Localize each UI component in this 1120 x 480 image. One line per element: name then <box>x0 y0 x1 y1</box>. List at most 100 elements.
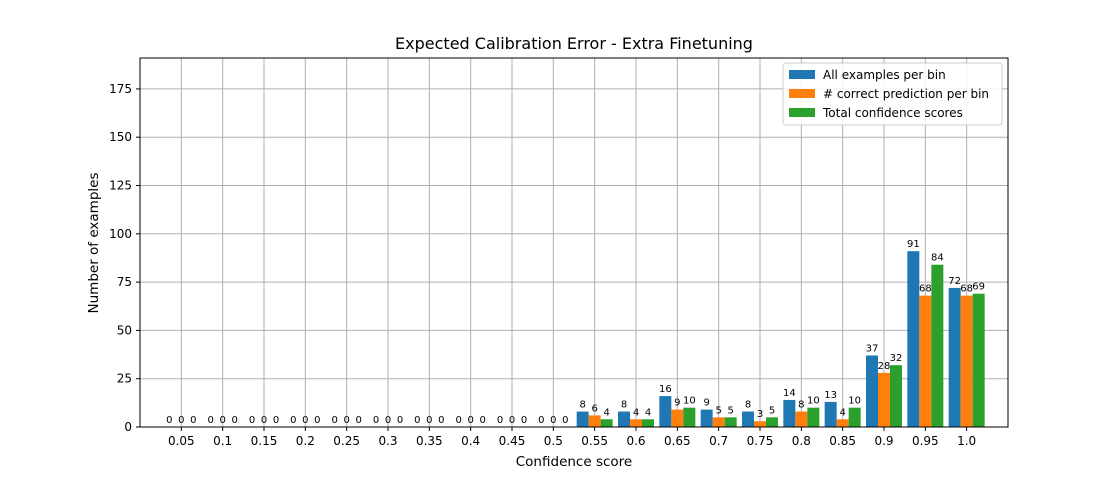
bar-value-label: 0 <box>414 415 420 426</box>
bar <box>931 264 944 427</box>
bar <box>659 396 672 427</box>
x-tick-label: 0.85 <box>829 434 856 448</box>
bar-value-label: 0 <box>207 415 213 426</box>
bar-value-label: 8 <box>621 400 627 411</box>
bar-value-label: 9 <box>674 398 680 409</box>
bar <box>642 419 654 427</box>
bar-value-label: 0 <box>249 415 255 426</box>
bar <box>795 411 808 427</box>
x-tick-label: 1.0 <box>957 434 976 448</box>
bar-value-label: 0 <box>219 415 225 426</box>
bar-value-label: 0 <box>521 415 527 426</box>
bar-value-label: 16 <box>659 384 672 395</box>
bar-value-label: 0 <box>497 415 503 426</box>
bar-value-label: 0 <box>302 415 308 426</box>
grid <box>140 58 1008 428</box>
bar-value-label: 0 <box>261 415 267 426</box>
bar-value-label: 3 <box>757 409 763 420</box>
bar-value-label: 4 <box>839 407 845 418</box>
x-tick-label: 0.95 <box>912 434 939 448</box>
bar <box>848 407 861 427</box>
y-axis-label: Number of examples <box>86 173 102 314</box>
bar-value-label: 6 <box>591 403 597 414</box>
bar-value-label: 69 <box>972 282 985 293</box>
bar-value-label: 4 <box>645 407 651 418</box>
bar-value-label: 0 <box>562 415 568 426</box>
x-tick-label: 0.45 <box>499 434 526 448</box>
bar <box>766 417 778 427</box>
bar-value-label: 0 <box>538 415 544 426</box>
x-tick-label: 0.25 <box>333 434 360 448</box>
bar <box>836 419 849 427</box>
bar-value-label: 0 <box>438 415 444 426</box>
legend-swatch <box>789 108 815 117</box>
bar <box>742 411 754 427</box>
legend: All examples per bin # correct prediction… <box>782 62 1003 126</box>
x-tick-label: 0.2 <box>296 434 315 448</box>
bar-value-label: 91 <box>907 239 920 250</box>
plot-frame <box>139 57 1009 428</box>
bar <box>866 355 878 427</box>
legend-swatch <box>789 70 815 79</box>
bar-value-label: 0 <box>455 415 461 426</box>
bar-value-label: 14 <box>783 388 796 399</box>
bars <box>576 251 985 427</box>
bar-value-label: 0 <box>397 415 403 426</box>
bar-value-label: 68 <box>960 284 973 295</box>
bar-value-label: 0 <box>178 415 184 426</box>
bar-value-label: 0 <box>355 415 361 426</box>
bar <box>683 407 696 427</box>
x-tick-label: 0.8 <box>792 434 811 448</box>
bar-value-label: 0 <box>467 415 473 426</box>
bar-value-label: 84 <box>931 253 944 264</box>
x-tick-label: 0.6 <box>626 434 645 448</box>
x-tick-label: 0.9 <box>874 434 893 448</box>
bar-value-label: 0 <box>426 415 432 426</box>
bar-value-label: 13 <box>824 390 837 401</box>
x-tick-label: 0.4 <box>461 434 480 448</box>
bar <box>671 409 684 427</box>
bar <box>600 419 613 427</box>
x-tick-label: 0.1 <box>213 434 232 448</box>
bar-value-label: 0 <box>314 415 320 426</box>
y-tick-label: 175 <box>109 82 132 96</box>
legend-label: All examples per bin <box>823 68 946 82</box>
bar <box>890 365 902 427</box>
bar <box>576 411 589 427</box>
legend-label: # correct prediction per bin <box>823 87 989 101</box>
x-tick-label: 0.15 <box>251 434 278 448</box>
bar-value-label: 0 <box>479 415 485 426</box>
x-tick-label: 0.75 <box>747 434 774 448</box>
x-tick-label: 0.35 <box>416 434 443 448</box>
bar <box>960 295 973 427</box>
x-tick-label: 0.55 <box>581 434 608 448</box>
bar-value-label: 0 <box>190 415 196 426</box>
y-tick-label: 75 <box>117 275 132 289</box>
bar-value-label: 0 <box>290 415 296 426</box>
x-axis-label: Confidence score <box>516 454 632 470</box>
bar-value-label: 8 <box>579 400 585 411</box>
legend-box <box>782 62 1003 126</box>
bar <box>754 421 766 427</box>
bar <box>700 409 713 427</box>
bar <box>783 399 796 427</box>
bar-value-label: 72 <box>948 276 961 287</box>
x-tick-label: 0.7 <box>709 434 728 448</box>
legend-swatch <box>789 89 815 98</box>
y-tick-label: 125 <box>109 179 132 193</box>
bar-value-label: 10 <box>848 396 861 407</box>
bar-value-label: 0 <box>231 415 237 426</box>
bar <box>618 411 630 427</box>
bar-value-label: 10 <box>807 396 820 407</box>
bar-value-label: 0 <box>385 415 391 426</box>
legend-label: Total confidence scores <box>822 106 963 120</box>
x-tick-label: 0.3 <box>378 434 397 448</box>
y-tick-label: 50 <box>117 323 132 337</box>
bar-value-label: 8 <box>798 400 804 411</box>
bar-value-label: 0 <box>550 415 556 426</box>
bar <box>972 293 985 427</box>
bar-value-label: 5 <box>769 405 775 416</box>
bar-value-label: 0 <box>273 415 279 426</box>
